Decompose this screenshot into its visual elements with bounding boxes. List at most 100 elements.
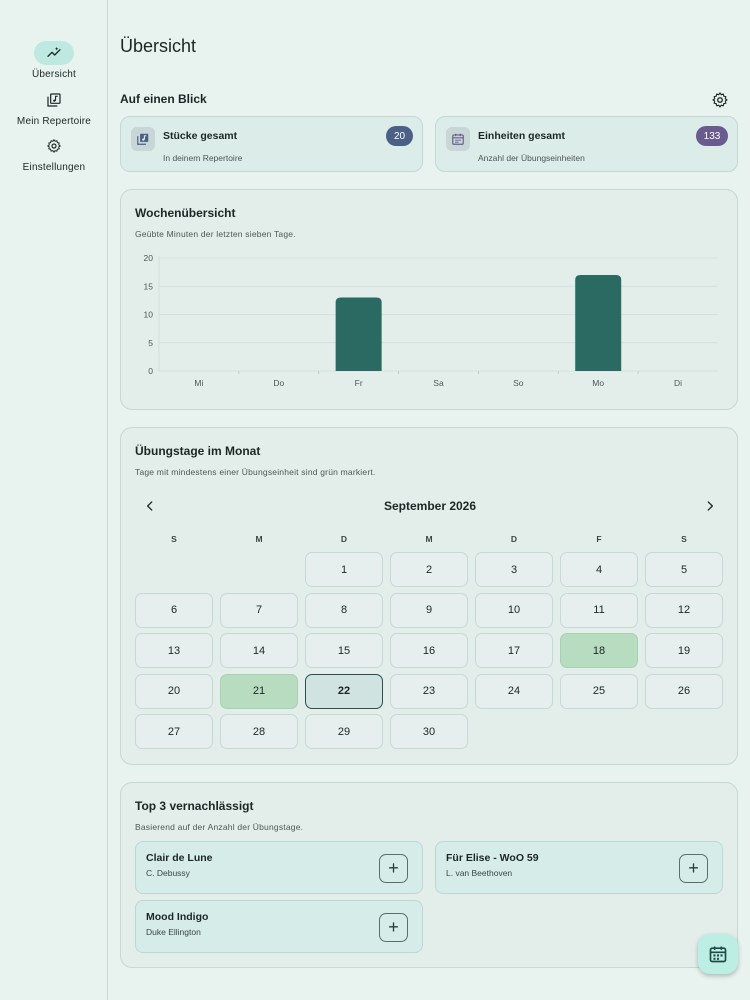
- y-tick-label: 10: [144, 310, 154, 320]
- y-tick-label: 15: [144, 281, 154, 291]
- bar-Mo[interactable]: [575, 274, 622, 371]
- active-indicator: [34, 41, 74, 65]
- calendar-day-10[interactable]: 10: [475, 592, 553, 628]
- calendar-icon: [709, 946, 727, 963]
- y-tick-label: 5: [148, 338, 153, 348]
- trend-chart-icon: [47, 47, 61, 57]
- calendar-day-11[interactable]: 11: [560, 592, 638, 628]
- stat-card-sessions: Einheiten gesamt Anzahl der Übungseinhei…: [435, 116, 738, 172]
- piece-title: Mood Indigo: [146, 911, 209, 923]
- library-music-icon: [137, 133, 149, 145]
- sidebar-item-repertoire[interactable]: Mein Repertoire: [0, 88, 108, 127]
- calendar-day-8[interactable]: 8: [305, 592, 383, 628]
- weekday-label: F: [596, 534, 602, 544]
- x-tick-label: So: [513, 378, 524, 388]
- calendar-day-21[interactable]: 21: [220, 673, 298, 709]
- neglected-piece-card[interactable]: Clair de Lune C. Debussy +: [135, 841, 423, 894]
- weekday-label: M: [255, 534, 263, 544]
- library-music-icon: [47, 93, 61, 107]
- month-label: September 2026: [383, 499, 477, 513]
- calendar-day-20[interactable]: 20: [135, 673, 213, 709]
- calendar-day-4[interactable]: 4: [560, 552, 638, 587]
- count-badge: 133: [696, 126, 728, 146]
- calendar-day-30[interactable]: 30: [390, 714, 468, 750]
- gear-icon: [47, 139, 61, 153]
- piece-composer: Duke Ellington: [146, 927, 201, 937]
- calendar-day-9[interactable]: 9: [390, 592, 468, 628]
- calendar-day-26[interactable]: 26: [645, 673, 723, 709]
- chevron-left-icon: [147, 501, 153, 511]
- sidebar-item-label: Mein Repertoire: [16, 116, 92, 127]
- stat-title: Einheiten gesamt: [478, 130, 565, 142]
- calendar-day-3[interactable]: 3: [475, 552, 553, 587]
- page-title: Übersicht: [120, 36, 197, 56]
- add-session-button[interactable]: +: [379, 854, 408, 883]
- calendar-day-14[interactable]: 14: [220, 633, 298, 669]
- x-tick-label: Mo: [592, 378, 604, 388]
- calendar-day-28[interactable]: 28: [220, 714, 298, 750]
- piece-composer: C. Debussy: [146, 868, 190, 878]
- calendar-day-27[interactable]: 27: [135, 714, 213, 750]
- calendar-day-22[interactable]: 22: [305, 673, 383, 709]
- sidebar-item-label: Übersicht: [31, 69, 77, 80]
- calendar-day-29[interactable]: 29: [305, 714, 383, 750]
- y-tick-label: 20: [144, 253, 154, 263]
- weekly-overview-panel: Wochenübersicht Geübte Minuten der letzt…: [120, 189, 738, 410]
- calendar-day-18[interactable]: 18: [560, 633, 638, 669]
- calendar-day-13[interactable]: 13: [135, 633, 213, 669]
- chevron-right-icon: [707, 501, 713, 511]
- x-tick-label: Mi: [194, 378, 203, 388]
- calendar-day-24[interactable]: 24: [475, 673, 553, 709]
- sidebar: Übersicht Mein Repertoire Einstellungen: [0, 0, 108, 1000]
- sidebar-item-label: Einstellungen: [22, 162, 86, 173]
- weekday-label: D: [340, 534, 348, 544]
- x-tick-label: Di: [674, 378, 682, 388]
- calendar-day-1[interactable]: 1: [305, 552, 383, 587]
- calendar-fab-button[interactable]: [698, 934, 738, 974]
- calendar-day-25[interactable]: 25: [560, 673, 638, 709]
- stat-card-pieces: Stücke gesamt In deinem Repertoire 20: [120, 116, 423, 172]
- add-session-button[interactable]: +: [679, 854, 708, 883]
- previous-month-button[interactable]: [141, 497, 159, 515]
- panel-title: Wochenübersicht: [135, 206, 236, 220]
- weekday-label: D: [510, 534, 518, 544]
- piece-title: Für Elise - WoO 59: [446, 852, 539, 864]
- add-session-button[interactable]: +: [379, 913, 408, 942]
- panel-subtitle: Tage mit mindestens einer Übungseinheit …: [135, 467, 376, 477]
- stat-subtitle: Anzahl der Übungseinheiten: [478, 153, 585, 163]
- sidebar-item-overview[interactable]: Übersicht: [0, 41, 108, 80]
- calendar-day-17[interactable]: 17: [475, 633, 553, 669]
- neglected-piece-card[interactable]: Für Elise - WoO 59 L. van Beethoven +: [435, 841, 723, 894]
- y-tick-label: 0: [148, 366, 153, 376]
- settings-button[interactable]: [711, 91, 729, 109]
- panel-subtitle: Geübte Minuten der letzten sieben Tage.: [135, 229, 296, 239]
- panel-subtitle: Basierend auf der Anzahl der Übungstage.: [135, 822, 304, 832]
- sidebar-item-settings[interactable]: Einstellungen: [0, 134, 108, 173]
- calendar-day-19[interactable]: 19: [645, 633, 723, 669]
- weekly-bar-chart: 0 5 10 15 20 Mi Do Fr Sa So Mo Di: [144, 253, 718, 388]
- neglected-panel: Top 3 vernachlässigt Basierend auf der A…: [120, 782, 738, 968]
- piece-composer: L. van Beethoven: [446, 868, 513, 878]
- calendar-day-15[interactable]: 15: [305, 633, 383, 669]
- stat-title: Stücke gesamt: [163, 130, 238, 142]
- weekday-label: S: [171, 534, 177, 544]
- calendar-day-23[interactable]: 23: [390, 673, 468, 709]
- section-title-at-a-glance: Auf einen Blick: [120, 92, 207, 106]
- calendar-day-16[interactable]: 16: [390, 633, 468, 669]
- panel-title: Übungstage im Monat: [135, 444, 261, 458]
- next-month-button[interactable]: [701, 497, 719, 515]
- panel-title: Top 3 vernachlässigt: [135, 799, 254, 813]
- calendar-day-6[interactable]: 6: [135, 592, 213, 628]
- calendar-day-2[interactable]: 2: [390, 552, 468, 587]
- neglected-piece-card[interactable]: Mood Indigo Duke Ellington +: [135, 900, 423, 953]
- calendar-day-12[interactable]: 12: [645, 592, 723, 628]
- calendar-day-5[interactable]: 5: [645, 552, 723, 587]
- count-badge: 20: [386, 126, 413, 146]
- calendar-icon: [452, 133, 464, 145]
- stat-subtitle: In deinem Repertoire: [163, 153, 243, 163]
- calendar-panel: Übungstage im Monat Tage mit mindestens …: [120, 427, 738, 765]
- bar-Fr[interactable]: [335, 297, 382, 371]
- x-tick-label: Sa: [433, 378, 444, 388]
- calendar-day-7[interactable]: 7: [220, 592, 298, 628]
- weekday-label: M: [425, 534, 433, 544]
